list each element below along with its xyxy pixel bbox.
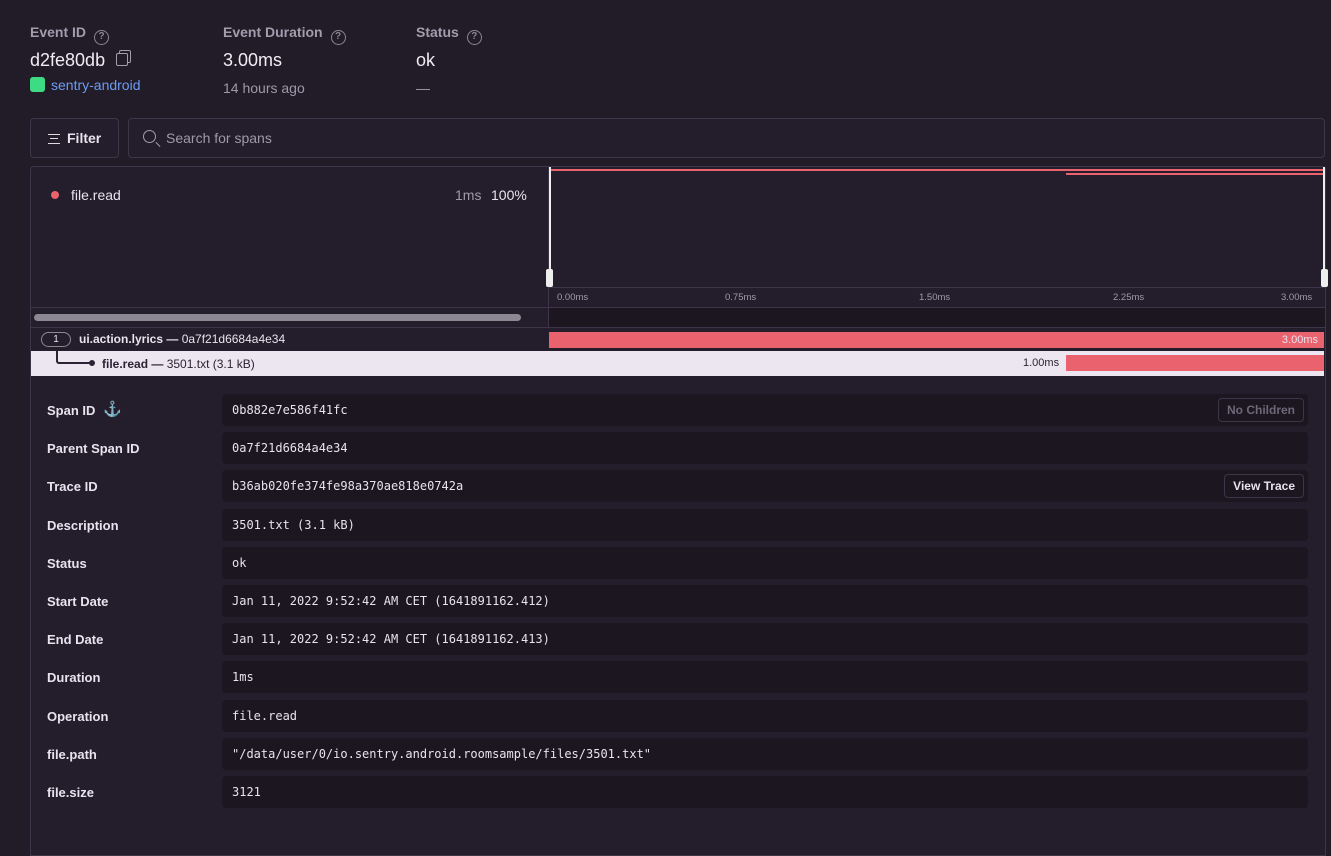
detail-label: Operation	[47, 708, 109, 724]
detail-label: Duration	[47, 670, 101, 686]
minimap-right-grip[interactable]	[1321, 269, 1328, 287]
detail-value-text: 0a7f21d6684a4e34	[232, 441, 348, 456]
duration-value: 3.00ms	[223, 50, 283, 70]
op-duration: 1ms	[455, 187, 482, 203]
search-placeholder: Search for spans	[166, 130, 272, 146]
duration-label: Event Duration?	[223, 24, 346, 45]
detail-value: Jan 11, 2022 9:52:42 AM CET (1641891162.…	[222, 623, 1308, 656]
project-link[interactable]: sentry-android	[30, 77, 141, 93]
detail-value-text: 3121	[232, 785, 261, 799]
detail-label: file.size	[47, 785, 94, 800]
help-icon[interactable]: ?	[330, 30, 346, 45]
event-id-text: d2fe80db	[30, 50, 106, 70]
android-icon	[30, 77, 45, 92]
status-label-text: Status	[416, 24, 459, 40]
filter-label: Filter	[67, 130, 102, 146]
detail-value: 3501.txt (3.1 kB)	[222, 508, 1308, 541]
detail-value: b36ab020fe374fe98a370ae818e0742a View Tra…	[222, 470, 1308, 503]
detail-label: Span ID	[47, 403, 96, 418]
minimap-left-grip[interactable]	[546, 269, 553, 287]
span-op: ui.action.lyrics	[79, 332, 164, 346]
detail-value-text: 0b882e7e586f41fc	[232, 403, 348, 417]
op-dot	[51, 191, 59, 199]
detail-value-text: Jan 11, 2022 9:52:42 AM CET (1641891162.…	[232, 632, 550, 647]
detail-value-text: b36ab020fe374fe98a370ae818e0742a	[232, 479, 464, 494]
search-icon-handle	[155, 142, 161, 147]
event-id-value: d2fe80db	[30, 50, 129, 71]
axis-tick: 0.00ms	[557, 292, 589, 303]
detail-value: 3121	[222, 776, 1308, 808]
status-sub: —	[416, 80, 430, 96]
detail-value: 1ms	[222, 661, 1308, 694]
help-icon[interactable]: ?	[466, 30, 482, 45]
detail-label: Start Date	[47, 594, 109, 609]
axis-tick: 3.00ms	[1281, 292, 1313, 303]
tree-node-dot	[89, 360, 95, 366]
span-row-selected[interactable]: file.read — 3501.txt (3.1 kB) 1.00ms	[31, 351, 1324, 376]
axis-tick: 0.75ms	[725, 292, 757, 303]
detail-value: ok	[222, 546, 1308, 579]
status-label: Status?	[416, 24, 482, 45]
minimap-right-handle[interactable]	[1323, 167, 1325, 287]
project-name[interactable]: sentry-android	[51, 77, 141, 93]
span-desc: 3501.txt (3.1 kB)	[166, 357, 255, 371]
view-trace-button[interactable]: View Trace	[1224, 474, 1304, 499]
detail-value-text: 3501.txt (3.1 kB)	[232, 517, 355, 532]
detail-label: End Date	[47, 632, 104, 648]
axis-tick: 1.50ms	[919, 292, 951, 303]
detail-label: Parent Span ID	[47, 441, 140, 457]
search-icon	[143, 130, 156, 143]
detail-label: Description	[47, 517, 119, 533]
span-bar[interactable]	[1066, 355, 1324, 371]
detail-value: 0a7f21d6684a4e34	[222, 432, 1308, 465]
axis-tick: 2.25ms	[1113, 292, 1145, 303]
detail-value: Jan 11, 2022 9:52:42 AM CET (1641891162.…	[222, 585, 1308, 617]
detail-label: Status	[47, 555, 87, 571]
detail-label: file.path	[47, 746, 97, 762]
duration-label-text: Event Duration	[223, 24, 323, 40]
detail-value: "/data/user/0/io.sentry.android.roomsamp…	[222, 737, 1308, 770]
filter-icon	[48, 134, 60, 144]
span-sep: —	[163, 332, 182, 346]
detail-value-text: Jan 11, 2022 9:52:42 AM CET (1641891162.…	[232, 594, 550, 608]
event-id-label-text: Event ID	[30, 24, 87, 40]
span-bar-duration: 1.00ms	[1023, 357, 1060, 369]
detail-label: Trace ID	[47, 479, 98, 495]
span-desc: 0a7f21d6684a4e34	[181, 332, 286, 346]
op-percent: 100%	[491, 187, 527, 203]
detail-value-text: 1ms	[232, 670, 254, 685]
horizontal-scrollbar[interactable]	[34, 314, 521, 321]
children-count-toggle[interactable]: 1	[41, 332, 71, 347]
copy-icon[interactable]	[116, 53, 129, 66]
span-row[interactable]: 1 ui.action.lyrics — 0a7f21d6684a4e34	[31, 328, 548, 351]
span-bar-duration: 3.00ms	[1281, 334, 1318, 346]
span-sep: —	[148, 357, 167, 371]
detail-value-text: file.read	[232, 708, 298, 723]
status-value: ok	[416, 50, 436, 70]
op-name[interactable]: file.read	[71, 187, 121, 203]
detail-value: 0b882e7e586f41fc No Children	[222, 394, 1308, 426]
detail-value-text: "/data/user/0/io.sentry.android.roomsamp…	[232, 746, 652, 761]
span-bar[interactable]: 3.00ms	[549, 332, 1324, 348]
duration-ago: 14 hours ago	[223, 80, 305, 96]
minimap-span-1	[1066, 173, 1325, 175]
search-input[interactable]: Search for spans	[128, 118, 1325, 158]
event-id-label: Event ID?	[30, 24, 110, 45]
detail-value: file.read	[222, 699, 1308, 732]
filter-button[interactable]: Filter	[30, 118, 119, 158]
no-children-button[interactable]: No Children	[1218, 398, 1304, 422]
minimap-left-handle[interactable]	[549, 167, 551, 287]
tree-connector	[56, 351, 92, 364]
span-op: file.read	[102, 357, 149, 371]
minimap-span-0	[549, 169, 1325, 171]
help-icon[interactable]: ?	[94, 30, 110, 45]
anchor-icon[interactable]: ⚓	[103, 401, 122, 418]
detail-value-text: ok	[232, 555, 247, 570]
